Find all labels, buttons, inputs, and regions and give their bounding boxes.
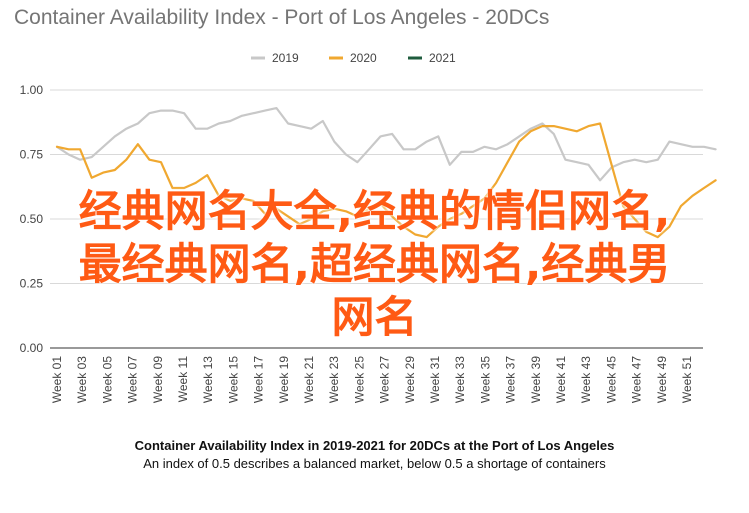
grid-lines [50, 89, 703, 349]
legend-label-2021: 2021 [429, 51, 456, 65]
series-line-2019 [55, 106, 717, 182]
x-tick-label: Week 09 [151, 356, 165, 403]
y-tick-label: 0.50 [20, 212, 44, 226]
legend-label-2019: 2019 [272, 51, 299, 65]
y-tick-label: 0.75 [20, 148, 44, 162]
caption-subtitle: An index of 0.5 describes a balanced mar… [143, 456, 606, 471]
chart-title: Container Availability Index - Port of L… [14, 6, 550, 29]
x-tick-label: Week 43 [579, 356, 593, 403]
x-tick-label: Week 41 [554, 356, 568, 403]
x-tick-label: Week 01 [50, 356, 64, 403]
x-tick-label: Week 03 [75, 356, 89, 403]
x-tick-label: Week 19 [277, 356, 291, 403]
x-tick-label: Week 05 [100, 356, 114, 403]
x-tick-label: Week 15 [226, 356, 240, 403]
x-tick-label: Week 35 [478, 356, 492, 403]
x-tick-label: Week 21 [302, 356, 316, 403]
x-tick-label: Week 51 [680, 356, 694, 403]
x-tick-label: Week 39 [529, 356, 543, 403]
y-tick-label: 0.25 [20, 277, 44, 291]
x-tick-label: Week 13 [201, 356, 215, 403]
x-tick-label: Week 31 [428, 356, 442, 403]
x-tick-label: Week 27 [378, 356, 392, 403]
x-tick-label: Week 25 [352, 356, 366, 403]
x-tick-label: Week 33 [453, 356, 467, 403]
y-axis-tick-labels: 0.00 0.25 0.50 0.75 1.00 [20, 83, 44, 355]
y-tick-label: 1.00 [20, 83, 44, 97]
x-tick-label: Week 11 [176, 356, 190, 403]
legend-label-2020: 2020 [350, 51, 377, 65]
legend: 2019 2020 2021 [251, 51, 456, 65]
series-lines [55, 106, 717, 239]
x-tick-label: Week 49 [655, 356, 669, 403]
series-line-2020 [55, 122, 717, 239]
x-tick-label: Week 45 [604, 356, 618, 403]
x-tick-label: Week 37 [504, 356, 518, 403]
chart-caption: Container Availability Index in 2019-202… [0, 437, 749, 473]
y-tick-label: 0.00 [20, 341, 44, 355]
line-chart: 0.000.250.500.751.00 Week 01 Week 03 Week … [20, 51, 717, 403]
x-tick-label: Week 23 [327, 356, 341, 403]
caption-title: Container Availability Index in 2019-202… [134, 438, 615, 453]
x-tick-label: Week 17 [252, 356, 266, 403]
x-axis-tick-labels: Week 01 Week 03 Week 05 Week 07 Week 09 Week … [50, 356, 694, 403]
x-tick-label: Week 29 [403, 356, 417, 403]
x-tick-label: Week 47 [630, 356, 644, 403]
x-tick-label: Week 07 [126, 356, 140, 403]
